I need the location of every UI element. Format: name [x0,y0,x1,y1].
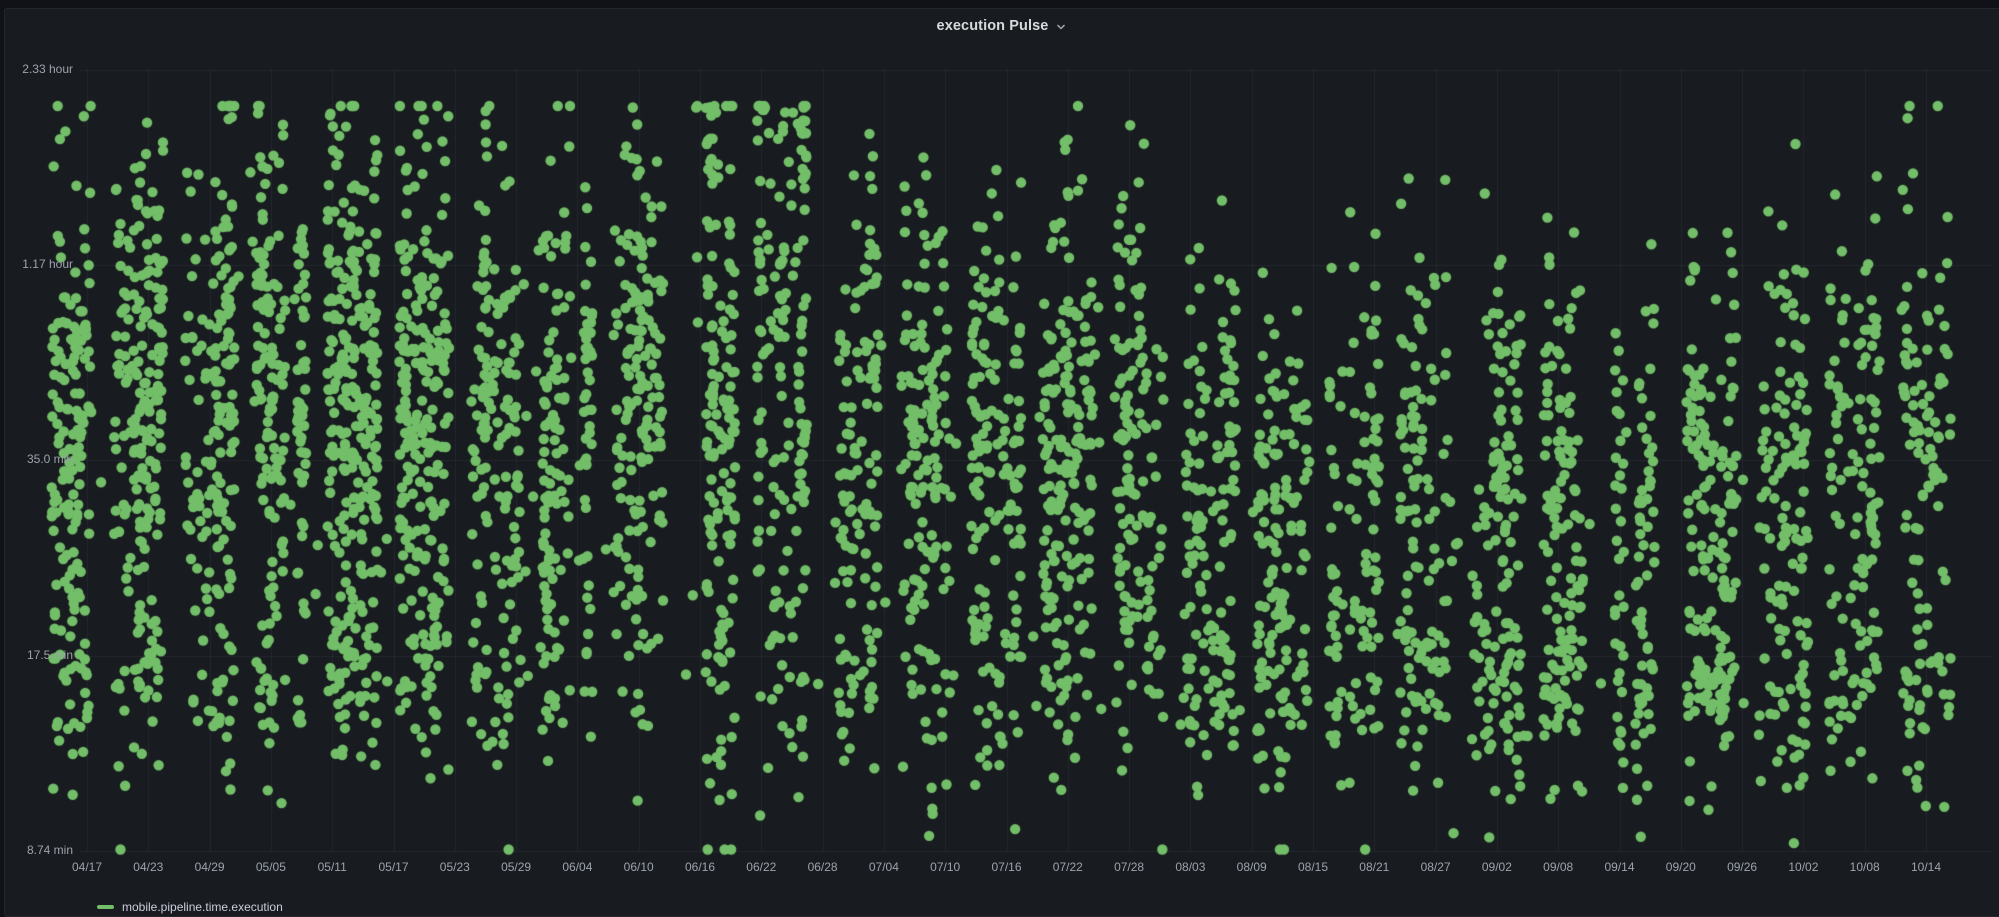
page: { "panel": { "title": "execution Pulse",… [0,0,1999,917]
scatter-plot-canvas[interactable] [0,0,1999,915]
